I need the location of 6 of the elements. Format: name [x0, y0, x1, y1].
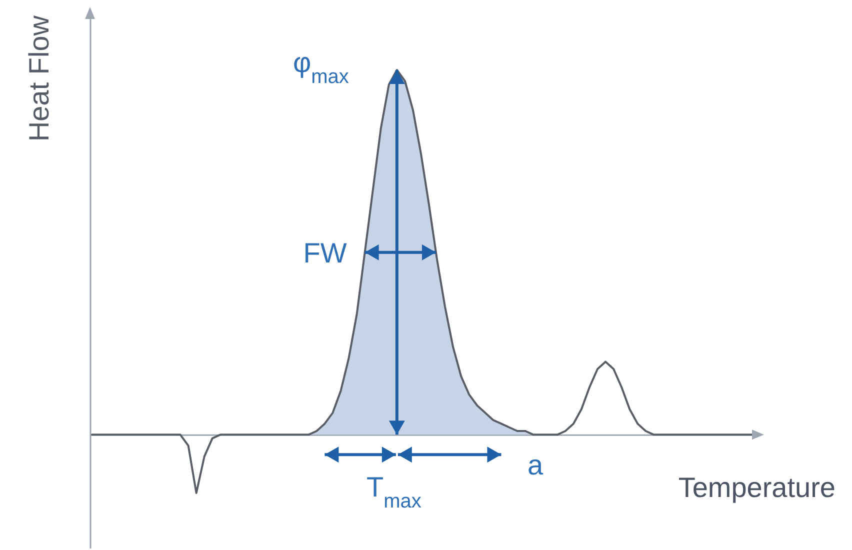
x-axis-title: Temperature: [678, 472, 836, 504]
annotation: a: [527, 450, 544, 481]
y-axis-title: Heat Flow: [24, 14, 54, 142]
annotation: φ$_{max}$: [292, 46, 349, 88]
annotation: FW: [303, 237, 348, 268]
annotation: T$_{max}$: [366, 472, 422, 513]
